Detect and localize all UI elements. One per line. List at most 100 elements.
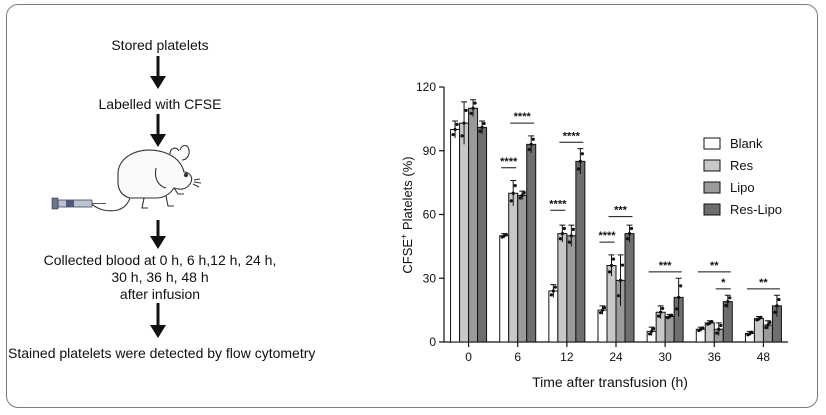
data-point (567, 240, 571, 244)
data-point (569, 234, 573, 238)
legend: Blank Res Lipo Res-Lipo (703, 136, 782, 217)
error-bars (451, 99, 781, 337)
bar (597, 309, 608, 343)
bar (450, 129, 461, 343)
y-tick-label: 30 (423, 271, 437, 285)
bar (704, 322, 715, 343)
data-point (764, 325, 768, 330)
data-point (578, 159, 582, 163)
legend-label: Lipo (730, 180, 755, 195)
data-point (571, 227, 575, 231)
y-axis-label-rest: Platelets (%) (400, 156, 415, 233)
data-point (453, 127, 457, 132)
data-point (648, 332, 652, 336)
y-tick-label: 0 (429, 335, 436, 349)
data-point (562, 226, 566, 231)
y-tick-label: 120 (416, 80, 436, 94)
bar (526, 143, 537, 343)
data-point (513, 184, 517, 188)
significance-label: ** (710, 260, 719, 272)
significance-label: **** (514, 111, 532, 123)
y-axis-label-main: CFSE (400, 239, 415, 274)
legend-swatch (703, 181, 721, 194)
y-axis: 0 30 60 90 120 (416, 80, 445, 349)
data-point (611, 257, 616, 261)
significance-label: ** (759, 277, 768, 289)
significance-label: *** (614, 205, 628, 217)
data-point (701, 326, 705, 330)
bar (575, 160, 586, 343)
data-point (717, 327, 721, 331)
data-point (679, 284, 683, 288)
bar (499, 235, 510, 343)
down-arrow-icon (150, 220, 166, 249)
data-point (464, 108, 468, 112)
legend-swatch (703, 203, 721, 216)
data-point (675, 307, 679, 311)
x-axis: 0 6 12 24 30 36 48 (444, 341, 788, 364)
data-point (600, 308, 605, 312)
data-point (652, 327, 656, 331)
data-point (473, 101, 477, 105)
x-tick-label: 48 (757, 350, 771, 364)
data-point (471, 106, 475, 110)
data-point (531, 137, 535, 141)
data-point (719, 323, 723, 328)
bar (566, 235, 577, 343)
data-point (609, 263, 614, 268)
step-collected-line2: 30 h, 36 h, 48 h (111, 269, 209, 285)
step-stained-detected: Stained platelets were detected by flow … (8, 345, 316, 361)
data-point (728, 296, 732, 300)
bar (557, 233, 568, 343)
step-collected-line1: Collected blood at 0 h, 6 h,12 h, 24 h, (43, 252, 277, 268)
data-point (724, 303, 728, 308)
x-tick-label: 12 (560, 350, 574, 364)
x-tick-label: 6 (514, 350, 521, 364)
data-point (518, 196, 522, 200)
step-collected-line3: after infusion (119, 286, 201, 302)
data-point (480, 125, 484, 129)
data-point (462, 121, 466, 125)
down-arrow-icon (150, 56, 166, 89)
data-point (670, 313, 674, 317)
step-collected-blood: Collected blood at 0 h, 6 h,12 h, 24 h, … (30, 252, 290, 303)
data-point (504, 232, 508, 237)
data-point (527, 147, 531, 152)
data-point (715, 331, 719, 335)
significance-label: **** (500, 156, 518, 168)
bar (517, 194, 528, 343)
significance-label: **** (563, 130, 581, 142)
legend-label: Res (730, 158, 754, 173)
significance-label: **** (598, 230, 616, 242)
data-point (558, 237, 562, 241)
significance-label: * (721, 277, 726, 289)
data-point (509, 199, 513, 203)
data-point (511, 191, 515, 195)
data-point (661, 306, 665, 311)
data-point (482, 121, 486, 126)
mouse-syringe-illustration (51, 144, 202, 212)
data-point (625, 237, 630, 241)
bar (664, 316, 675, 343)
x-tick-label: 30 (658, 350, 672, 364)
bar (468, 107, 479, 343)
data-point (768, 320, 772, 325)
y-tick-label: 60 (423, 208, 437, 222)
data-point (576, 167, 580, 171)
y-axis-label: CFSE+ Platelets (%) (399, 156, 415, 273)
data-point (659, 310, 663, 314)
data-point (629, 226, 634, 231)
step-stored-platelets: Stored platelets (111, 37, 209, 53)
data-point (759, 315, 763, 319)
y-tick-label: 90 (423, 144, 437, 158)
bar (548, 290, 559, 343)
data-point (726, 300, 730, 304)
down-arrow-icon (150, 114, 166, 147)
bar (753, 318, 764, 343)
data-point (460, 134, 464, 138)
data-point (618, 278, 623, 282)
significance-label: **** (549, 198, 567, 210)
data-point (750, 330, 754, 334)
